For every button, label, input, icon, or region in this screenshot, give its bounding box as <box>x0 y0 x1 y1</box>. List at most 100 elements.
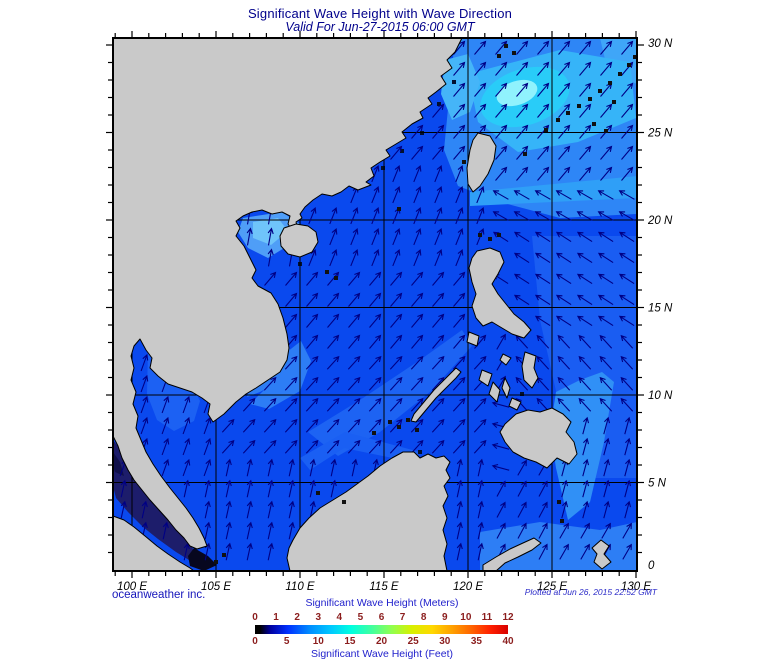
lon-label: 105 E <box>201 581 231 593</box>
island-borneo <box>286 451 451 572</box>
lon-label: 130 E <box>621 581 651 593</box>
island-speck <box>512 51 516 55</box>
island-speck <box>544 128 548 132</box>
island-speck <box>497 54 501 58</box>
feet-tick-label: 10 <box>312 636 324 647</box>
island-luzon <box>468 247 532 339</box>
feet-tick-label: 20 <box>375 636 388 647</box>
meters-tick-label: 12 <box>502 612 514 623</box>
island-speck <box>397 425 401 429</box>
island-masbate <box>499 353 512 366</box>
island-speck <box>556 118 560 122</box>
wave-direction-arrows <box>119 40 635 561</box>
island-panay <box>478 369 493 387</box>
lat-label: 10 N <box>648 390 673 402</box>
island-speck <box>497 233 501 237</box>
island-speck <box>478 233 482 237</box>
island-speck <box>633 55 637 59</box>
wave-height-patch <box>300 432 420 470</box>
wave-height-patch <box>470 176 637 206</box>
island-bohol <box>508 397 522 411</box>
meters-tick-label: 11 <box>481 612 493 623</box>
island-speck <box>612 100 616 104</box>
shallow-speck <box>418 450 422 454</box>
plotted-timestamp: Plotted at Jun 26, 2015 22:52 GMT <box>524 587 657 597</box>
lat-label: 0 <box>648 560 655 572</box>
land-layer <box>112 37 612 572</box>
lat-label: 5 N <box>648 478 667 490</box>
island-cebu <box>501 377 511 399</box>
island-speck <box>214 560 218 564</box>
island-speck <box>342 500 346 504</box>
island-speck <box>618 72 622 76</box>
credit-text: oceanweather inc. <box>112 589 206 601</box>
page-title: Significant Wave Height with Wave Direct… <box>247 6 513 21</box>
island-speck <box>523 152 527 156</box>
page-subtitle: Valid For Jun-27-2015 06:00 GMT <box>285 20 475 34</box>
island-taiwan <box>466 132 497 193</box>
island-hainan <box>279 223 319 258</box>
lon-label: 100 E <box>117 581 147 593</box>
island-speck <box>488 237 492 241</box>
lon-label: 125 E <box>537 581 567 593</box>
meters-tick-label: 0 <box>252 612 258 623</box>
island-speck <box>560 519 564 523</box>
lat-label: 20 N <box>647 215 673 227</box>
meters-tick-label: 5 <box>357 612 364 623</box>
island-speck <box>415 428 419 432</box>
feet-tick-label: 15 <box>344 636 356 647</box>
island-speck <box>334 276 338 280</box>
shallow-speck <box>437 102 441 106</box>
lat-label: 25 N <box>647 128 673 140</box>
landmass-asia-mainland <box>112 37 463 550</box>
meters-tick-label: 3 <box>315 612 322 623</box>
island-speck <box>598 89 602 93</box>
shallow-speck <box>520 392 524 396</box>
feet-tick-label: 40 <box>502 636 514 647</box>
island-speck <box>566 111 570 115</box>
legend-feet-title: Significant Wave Height (Feet) <box>310 648 453 660</box>
island-speck <box>608 81 612 85</box>
island-speck <box>504 44 508 48</box>
island-speck <box>462 160 466 164</box>
small-island-specks <box>214 44 637 564</box>
island-speck <box>316 491 320 495</box>
axis-tick-marks <box>106 31 644 578</box>
island-speck <box>592 122 596 126</box>
island-speck <box>222 553 226 557</box>
shallow-speck <box>452 80 456 84</box>
wave-height-patch <box>113 452 124 476</box>
meters-tick-label: 4 <box>336 612 343 623</box>
wave-arrows-path <box>119 40 635 561</box>
meters-tick-label: 1 <box>273 612 279 623</box>
shallow-speck <box>400 149 404 153</box>
feet-tick-label: 30 <box>439 636 451 647</box>
axis-labels: 100 E 105 E 110 E 115 E 120 E 125 E 130 E 30 N 2… <box>117 38 673 593</box>
lon-label: 110 E <box>285 581 315 593</box>
island-speck <box>325 270 329 274</box>
island-speck <box>588 97 592 101</box>
lon-label: 120 E <box>453 581 483 593</box>
island-speck <box>604 129 608 133</box>
feet-tick-label: 0 <box>252 636 258 647</box>
island-speck <box>557 500 561 504</box>
lat-label: 15 N <box>648 303 673 315</box>
lon-label: 115 E <box>369 581 399 593</box>
feet-tick-label: 5 <box>283 636 290 647</box>
island-negros <box>488 381 501 403</box>
island-speck <box>577 104 581 108</box>
lat-label: 30 N <box>648 38 673 50</box>
map-frame <box>112 37 638 572</box>
wave-height-colorbar <box>255 625 508 634</box>
island-halmahera <box>591 539 612 570</box>
wave-height-patch <box>308 330 472 456</box>
island-speck <box>627 63 631 67</box>
meters-tick-label: 10 <box>460 612 472 623</box>
meters-tick-label: 2 <box>294 612 300 623</box>
feet-tick-label: 25 <box>407 636 419 647</box>
island-mindoro <box>466 331 480 347</box>
meters-tick-label: 8 <box>420 612 427 623</box>
wave-height-patch <box>441 54 480 120</box>
island-speck <box>388 420 392 424</box>
